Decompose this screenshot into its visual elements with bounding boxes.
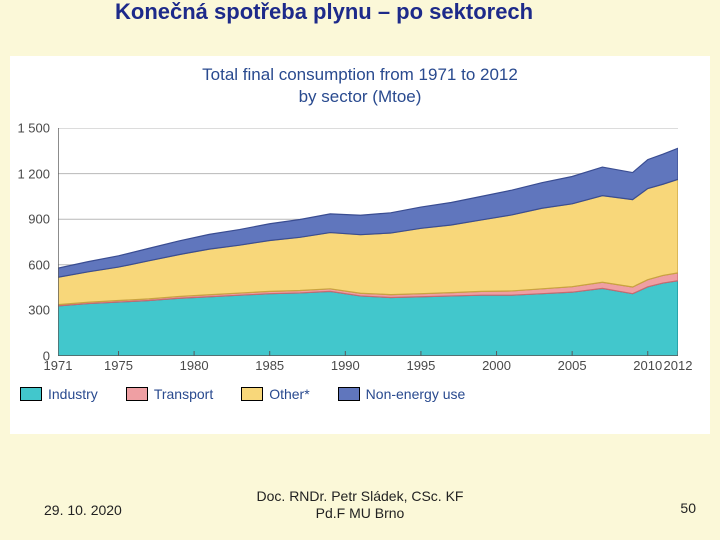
x-tick-label: 1980 bbox=[180, 358, 209, 373]
legend-swatch-other bbox=[241, 387, 263, 401]
legend-item-transport: Transport bbox=[126, 386, 213, 402]
legend-label-nonenergy: Non-energy use bbox=[366, 386, 466, 402]
legend-label-other: Other* bbox=[269, 386, 309, 402]
chart-title: Total final consumption from 1971 to 201… bbox=[10, 64, 710, 108]
legend-item-industry: Industry bbox=[20, 386, 98, 402]
chart-card: Total final consumption from 1971 to 201… bbox=[10, 56, 710, 434]
slide-title: Konečná spotřeba plynu – po sektorech bbox=[115, 0, 615, 24]
y-tick-label: 300 bbox=[28, 303, 50, 318]
x-tick-label: 1971 bbox=[44, 358, 73, 373]
x-tick-label: 2010 bbox=[633, 358, 662, 373]
legend-item-other: Other* bbox=[241, 386, 309, 402]
footer-author: Doc. RNDr. Petr Sládek, CSc. KF Pd.F MU … bbox=[0, 488, 720, 522]
y-tick-label: 900 bbox=[28, 212, 50, 227]
slide-page: Konečná spotřeba plynu – po sektorech To… bbox=[0, 0, 720, 540]
x-axis-ticks: 1971197519801985199019952000200520102012 bbox=[58, 358, 678, 378]
slide-footer: 29. 10. 2020 Doc. RNDr. Petr Sládek, CSc… bbox=[0, 480, 720, 540]
x-tick-label: 1990 bbox=[331, 358, 360, 373]
x-tick-label: 1985 bbox=[255, 358, 284, 373]
chart-legend: Industry Transport Other* Non-energy use bbox=[20, 386, 700, 402]
chart-title-line2: by sector (Mtoe) bbox=[10, 86, 710, 108]
y-axis-ticks: 03006009001 2001 500 bbox=[10, 128, 56, 356]
x-tick-label: 2005 bbox=[558, 358, 587, 373]
legend-label-industry: Industry bbox=[48, 386, 98, 402]
area-chart-svg bbox=[58, 128, 678, 356]
x-tick-label: 1995 bbox=[406, 358, 435, 373]
x-tick-label: 2012 bbox=[664, 358, 693, 373]
footer-author-line1: Doc. RNDr. Petr Sládek, CSc. KF bbox=[0, 488, 720, 505]
x-tick-label: 2000 bbox=[482, 358, 511, 373]
legend-swatch-nonenergy bbox=[338, 387, 360, 401]
plot-area bbox=[58, 128, 678, 356]
y-tick-label: 600 bbox=[28, 257, 50, 272]
y-tick-label: 1 500 bbox=[17, 121, 50, 136]
legend-item-nonenergy: Non-energy use bbox=[338, 386, 466, 402]
legend-swatch-transport bbox=[126, 387, 148, 401]
x-tick-label: 1975 bbox=[104, 358, 133, 373]
chart-title-line1: Total final consumption from 1971 to 201… bbox=[10, 64, 710, 86]
footer-author-line2: Pd.F MU Brno bbox=[0, 505, 720, 522]
footer-page-number: 50 bbox=[680, 500, 696, 516]
legend-label-transport: Transport bbox=[154, 386, 213, 402]
y-tick-label: 1 200 bbox=[17, 166, 50, 181]
legend-swatch-industry bbox=[20, 387, 42, 401]
